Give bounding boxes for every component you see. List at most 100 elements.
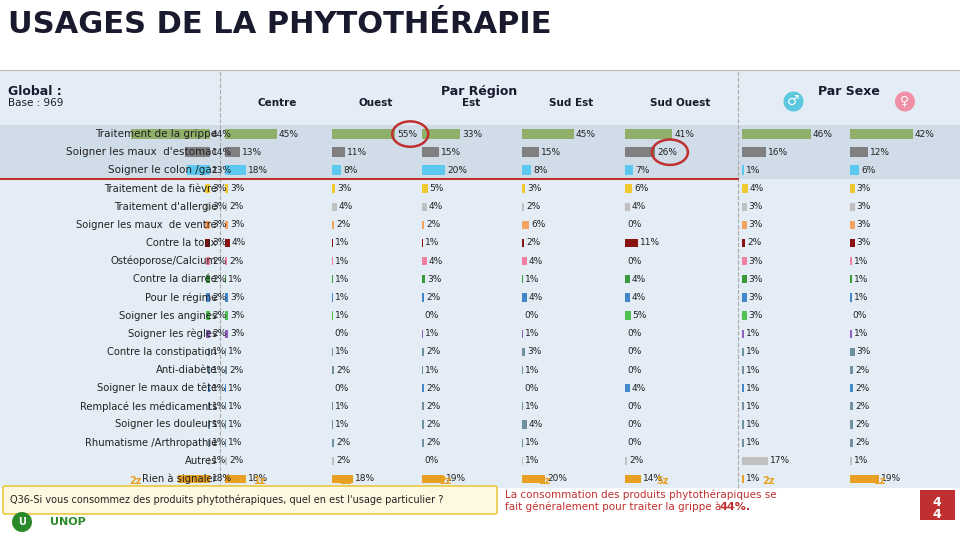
Text: 6%: 6% [634,184,648,193]
Text: 1%: 1% [228,347,243,356]
Text: 0%: 0% [852,311,866,320]
Bar [225,384,227,392]
Text: Anti-diabète: Anti-diabète [156,365,217,375]
Text: 2%: 2% [212,275,227,284]
Text: 3%: 3% [230,311,245,320]
Text: 0%: 0% [627,366,641,375]
Bar [225,147,240,157]
Bar [742,239,745,247]
Text: 1%: 1% [853,329,868,338]
Text: 1%: 1% [335,311,349,320]
Bar [225,165,246,176]
Bar [522,221,529,229]
Text: 1%: 1% [525,438,540,447]
Bar [625,312,631,320]
Bar [422,239,423,247]
Text: 2z: 2z [762,476,774,486]
Text: 55%: 55% [397,130,418,139]
Bar [742,165,743,176]
Text: 18%: 18% [212,475,232,483]
Bar [625,475,641,483]
Text: 0%: 0% [524,311,539,320]
Text: 15%: 15% [541,148,562,157]
Bar [225,129,276,139]
Bar [208,402,210,410]
Bar [625,384,630,392]
Text: 0%: 0% [524,384,539,393]
Text: 1%: 1% [746,384,760,393]
Text: Sud Ouest: Sud Ouest [650,98,710,109]
Text: 1%: 1% [212,438,227,447]
Text: 1%: 1% [335,293,349,302]
Text: 1%: 1% [853,293,868,302]
Text: Traitement de la grippe: Traitement de la grippe [95,129,217,139]
Text: 2%: 2% [229,456,244,465]
Bar [850,185,854,193]
Text: 5%: 5% [633,311,647,320]
Text: UNOP: UNOP [50,517,85,527]
Text: 1%: 1% [425,366,440,375]
Bar [206,312,210,320]
Bar [332,202,337,211]
Text: Traitement d'allergie: Traitement d'allergie [113,201,217,212]
Bar [225,221,228,229]
Bar [850,147,868,157]
Bar [625,293,630,301]
Text: 8%: 8% [344,166,357,175]
Text: 4%: 4% [428,256,443,266]
Text: 1%: 1% [746,475,760,483]
Text: 3%: 3% [212,202,227,211]
Bar [850,239,854,247]
Bar [742,185,748,193]
Text: 0%: 0% [627,220,641,230]
Text: 18%: 18% [248,166,268,175]
Text: 0%: 0% [627,329,641,338]
Bar [422,275,425,284]
Text: 1%: 1% [228,275,243,284]
Bar [332,457,334,465]
Text: 2%: 2% [855,438,869,447]
Text: 0%: 0% [627,420,641,429]
Text: 3%: 3% [212,239,227,247]
Text: 1%: 1% [425,239,440,247]
Text: Contre la diarrée: Contre la diarrée [133,274,217,284]
Text: Par Sexe: Par Sexe [818,85,880,98]
Bar [522,366,523,374]
Text: 2%: 2% [336,366,350,375]
Bar [850,457,852,465]
Text: 1%: 1% [212,384,227,393]
Bar [422,348,424,356]
Bar [184,147,210,157]
Text: 3%: 3% [212,184,227,193]
Bar [850,275,852,284]
Bar [522,457,523,465]
FancyBboxPatch shape [3,486,497,514]
Text: 2%: 2% [855,402,869,411]
Text: 4%: 4% [529,420,542,429]
Bar [742,366,743,374]
Bar [742,329,743,338]
Bar [742,257,747,265]
Text: 1%: 1% [335,347,349,356]
Text: 3%: 3% [749,220,763,230]
Text: 2%: 2% [426,220,441,230]
Text: 12%: 12% [870,148,890,157]
Text: 2%: 2% [229,256,244,266]
Bar [850,475,878,483]
Bar [332,239,333,247]
Bar [625,165,633,176]
Text: 1%: 1% [746,402,760,411]
Text: 1%: 1% [335,402,349,411]
Bar [742,384,743,392]
Text: 11%: 11% [639,239,660,247]
Text: Sud Est: Sud Est [549,98,593,109]
Bar [208,438,210,447]
Bar [0,161,960,179]
Text: USAGES DE LA PHYTOTHÉRAPIE: USAGES DE LA PHYTOTHÉRAPIE [8,10,551,39]
Text: 3%: 3% [856,184,871,193]
Bar [522,129,574,139]
Bar [332,402,333,410]
Bar [850,348,854,356]
Bar [522,275,523,284]
Bar [742,275,747,284]
